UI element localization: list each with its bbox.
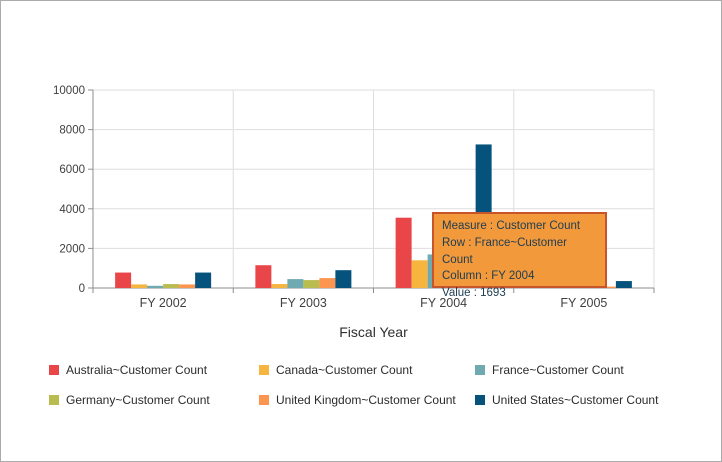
bar-australia-fy-2002[interactable] <box>115 272 132 288</box>
bar-france-fy-2003[interactable] <box>287 279 304 288</box>
legend-item-label: France~Customer Count <box>492 363 624 377</box>
x-axis-title: Fiscal Year <box>339 324 408 340</box>
legend-item-france[interactable]: France~Customer Count <box>475 363 624 377</box>
bar-united-states-fy-2002[interactable] <box>195 272 212 288</box>
bar-canada-fy-2003[interactable] <box>271 284 288 288</box>
y-tick-label: 4000 <box>59 204 85 216</box>
bar-united-states-fy-2005[interactable] <box>615 281 632 288</box>
legend-swatch-icon <box>49 365 59 375</box>
bar-germany-fy-2003[interactable] <box>303 280 320 288</box>
legend-item-united-states[interactable]: United States~Customer Count <box>475 393 658 407</box>
bar-united-states-fy-2003[interactable] <box>335 270 352 288</box>
bar-canada-fy-2004[interactable] <box>411 260 428 288</box>
tooltip-value-line: Value : 1693 <box>442 287 506 300</box>
chart-tooltip: Measure : Customer Count Row : France~Cu… <box>432 212 607 299</box>
legend-item-label: United States~Customer Count <box>492 393 659 407</box>
y-tick-label: 10000 <box>53 85 85 97</box>
legend-swatch-icon <box>475 395 485 405</box>
tooltip-column-line: Column : FY 2004 <box>442 270 535 283</box>
bar-germany-fy-2002[interactable] <box>163 284 180 288</box>
legend-item-germany[interactable]: Germany~Customer Count <box>49 393 210 407</box>
legend-item-australia[interactable]: Australia~Customer Count <box>49 363 207 377</box>
bar-france-fy-2002[interactable] <box>147 285 164 288</box>
y-tick-label: 8000 <box>59 125 85 137</box>
legend-item-label: Canada~Customer Count <box>276 363 413 377</box>
bar-united-kingdom-fy-2005[interactable] <box>599 286 616 288</box>
y-tick-label: 2000 <box>59 243 85 255</box>
x-tick-label: FY 2004 <box>420 296 467 310</box>
legend-item-label: Australia~Customer Count <box>66 363 208 377</box>
legend-item-label: Germany~Customer Count <box>66 393 210 407</box>
y-tick-label: 6000 <box>59 164 85 176</box>
bar-united-kingdom-fy-2003[interactable] <box>319 278 336 288</box>
legend-item-canada[interactable]: Canada~Customer Count <box>259 363 412 377</box>
x-tick-label: FY 2002 <box>140 296 187 310</box>
bar-australia-fy-2004[interactable] <box>395 217 412 288</box>
bar-canada-fy-2002[interactable] <box>131 284 148 288</box>
tooltip-measure-line: Measure : Customer Count <box>442 220 581 232</box>
legend-swatch-icon <box>259 365 269 375</box>
legend-swatch-icon <box>49 395 59 405</box>
x-tick-label: FY 2005 <box>560 296 607 310</box>
bar-united-kingdom-fy-2002[interactable] <box>179 284 196 288</box>
x-tick-label: FY 2003 <box>280 296 327 310</box>
bar-australia-fy-2003[interactable] <box>255 265 272 288</box>
legend-item-united-kingdom[interactable]: United Kingdom~Customer Count <box>259 393 456 407</box>
legend-item-label: United Kingdom~Customer Count <box>276 393 456 407</box>
legend-swatch-icon <box>475 365 485 375</box>
bar-chart: 0 2000 4000 6000 8000 10000 FY 2002 FY 2003 FY 2… <box>53 85 655 310</box>
legend-swatch-icon <box>259 395 269 405</box>
tooltip-row-line: Row : France~Customer Count <box>442 236 567 266</box>
y-tick-label: 0 <box>79 283 85 295</box>
